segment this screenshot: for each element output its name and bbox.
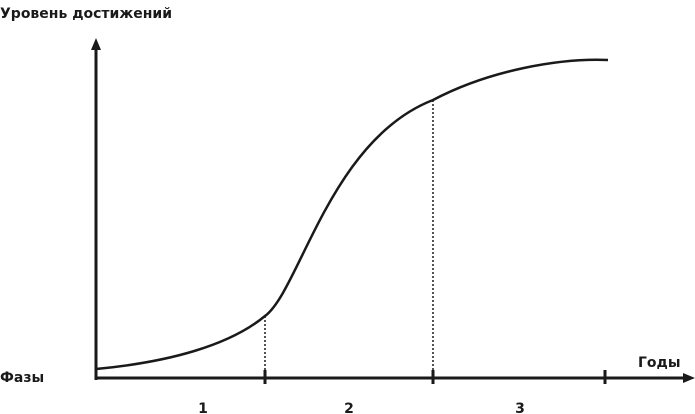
x-axis-label: Годы [638, 355, 681, 371]
phases-label: Фазы [0, 370, 44, 386]
s-curve [95, 58, 609, 371]
y-axis-arrow [91, 38, 101, 50]
phase-number: 1 [198, 401, 208, 414]
y-axis-label: Уровень достижений [0, 6, 172, 22]
phase-number: 3 [515, 401, 525, 414]
x-axis-arrow [683, 373, 695, 383]
phase-number: 2 [344, 401, 354, 414]
